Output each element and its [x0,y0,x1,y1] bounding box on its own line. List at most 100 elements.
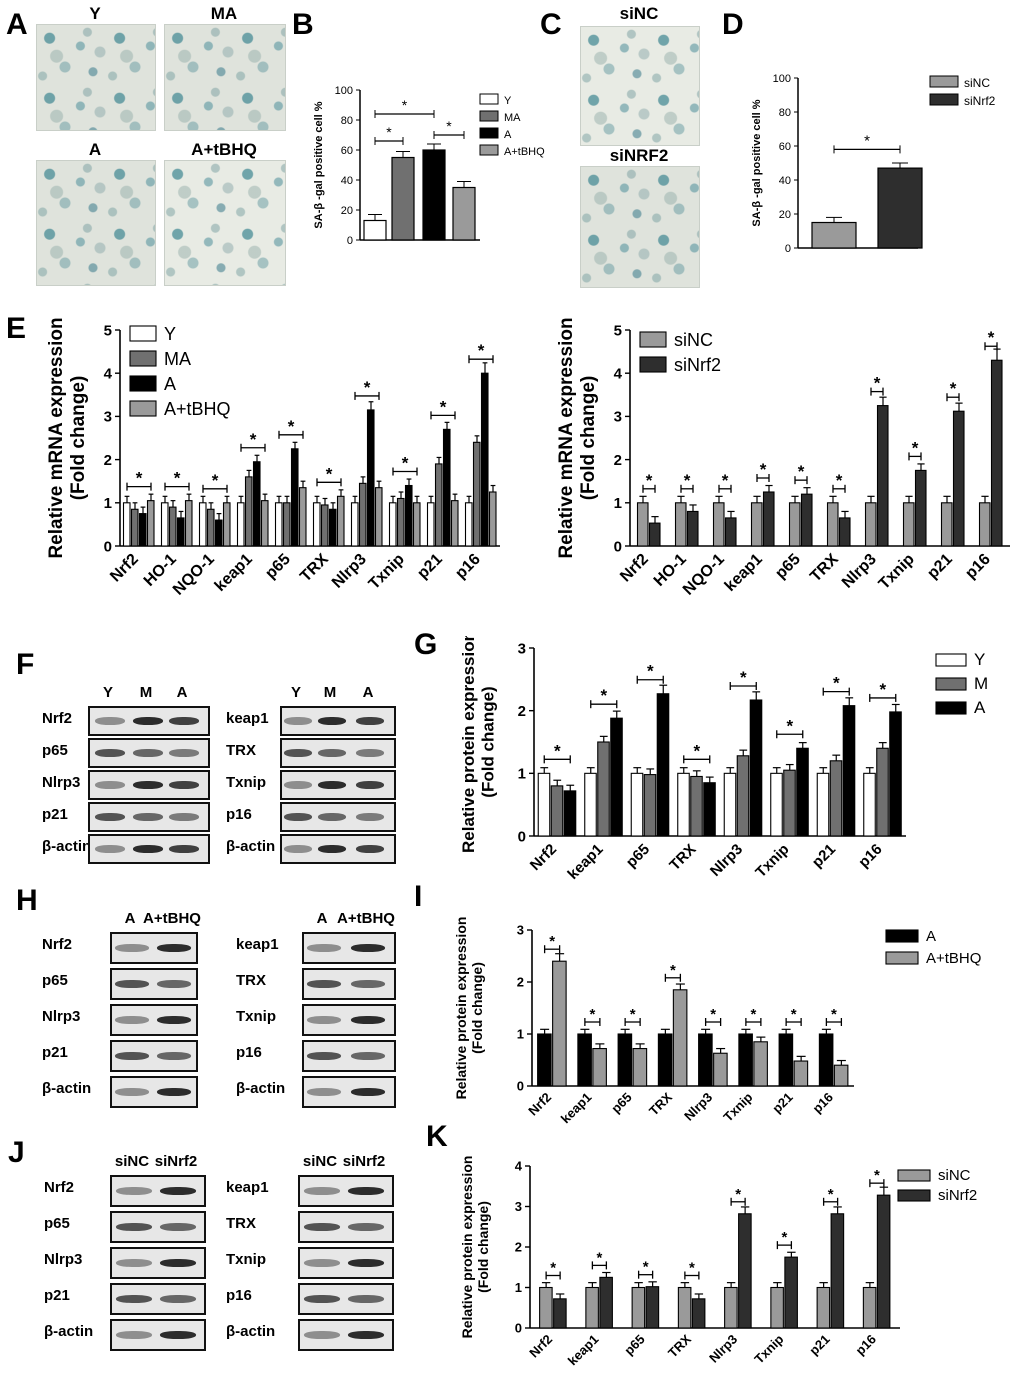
protein-band [284,717,312,725]
micrograph-a-tbhq [164,160,286,286]
bar [391,156,415,241]
bar [738,1033,753,1087]
bar [631,1286,646,1329]
blot-strip [110,1211,206,1243]
chart-i: 0 1 2 3 Relative protein expression (Fold cha… [453,917,981,1127]
bar [724,1286,738,1329]
significance-star: * [828,1186,834,1203]
y-axis-title: Relative protein expression (Fold change) [453,917,485,1100]
blot-strip [298,1247,394,1279]
x-tick-label: TRX [666,841,699,874]
lane-label: A [362,684,374,701]
blot-row-label: Nrf2 [44,1179,75,1196]
protein-band [160,1259,196,1267]
bar [350,502,359,547]
legend-swatch [479,144,499,156]
y-axis-title-line: (Fold change) [68,376,89,501]
y-tick-label: 4 [104,365,113,382]
bar [138,513,147,547]
significance-star: * [879,680,886,699]
bar [876,405,889,547]
significance-star: * [912,438,919,457]
bar [396,497,405,547]
y-tick-label: 3 [515,1199,522,1214]
legend-label: Y [504,95,512,107]
x-tick-label: NQO-1 [170,551,218,599]
protein-band [348,1187,384,1195]
significance-star: * [630,1006,636,1023]
lane-label: A+tBHQ [143,910,201,927]
bar [889,711,902,837]
lane-label: siNC [114,1153,150,1170]
y-axis-title: Relative protein expression (Fold change) [459,1156,491,1339]
y-axis-title-line: (Fold change) [475,1201,491,1293]
significance-star: * [402,454,409,473]
bar [363,219,387,241]
significance-star: * [136,469,143,488]
y-tick-label: 40 [779,175,791,187]
bar [632,1048,648,1087]
legend-swatch [479,127,499,139]
bar [793,1060,809,1087]
blot-strip [88,802,210,832]
blot-row-label: Nrf2 [42,936,73,953]
protein-band [115,1088,149,1096]
protein-band [351,1088,385,1096]
x-tick-label: Nlrp3 [706,1332,740,1366]
bar [450,500,459,547]
protein-band [157,1052,191,1060]
panel-label-e: E [6,312,27,345]
blot-strip [298,1175,394,1207]
bar [783,769,796,837]
protein-band [318,781,346,789]
significance-star: * [643,1259,649,1276]
blot-strip [88,738,210,768]
legend-label: A [974,698,986,717]
significance-star: * [364,378,371,397]
blot-strip [110,1319,206,1351]
micrograph-ma [164,24,286,131]
blot-row-label: p21 [44,1287,70,1304]
blot-strip [280,770,396,800]
legend-label: A+tBHQ [164,399,231,419]
significance-star: * [402,97,408,113]
protein-band [304,1187,340,1195]
blot-row-label: keap1 [236,936,279,953]
y-tick-label: 0 [785,243,791,255]
blot-row-label: p21 [42,1044,68,1061]
blot-strip [302,968,396,1000]
bar [585,1286,599,1329]
micrograph-label-a-tbhq: A+tBHQ [191,140,257,159]
protein-band [133,845,163,853]
bar [298,487,307,547]
protein-band [95,845,125,853]
blot-strip [280,738,396,768]
blot-row-label: Txnip [236,1008,276,1025]
significance-star: * [174,469,181,488]
bar [736,755,750,837]
protein-band [115,1052,149,1060]
bar [464,502,473,547]
blot-row-label: Nlrp3 [44,1251,83,1268]
blot-strip [110,1076,198,1108]
protein-band [160,1223,196,1231]
legend-label: A+tBHQ [504,146,545,158]
protein-band [307,980,341,988]
bar [274,502,283,547]
x-tick-label: Nrf2 [526,1332,555,1361]
significance-star: * [874,1167,880,1184]
protein-band [169,845,199,853]
micrograph-label-a: A [88,140,102,159]
significance-star: * [589,1006,595,1023]
significance-star: * [836,471,843,490]
legend-swatch [935,653,967,667]
blot-strip [88,770,210,800]
chart-b: 0 20 40 60 80 100 SA-β -gal positive cell % * * *… [313,85,545,247]
bar [724,517,737,547]
protein-band [133,749,163,757]
y-tick-label: 1 [104,495,112,512]
bar [328,508,337,547]
significance-star: * [554,741,561,760]
legend-swatch [897,1189,931,1202]
y-tick-label: 1 [515,1280,522,1295]
